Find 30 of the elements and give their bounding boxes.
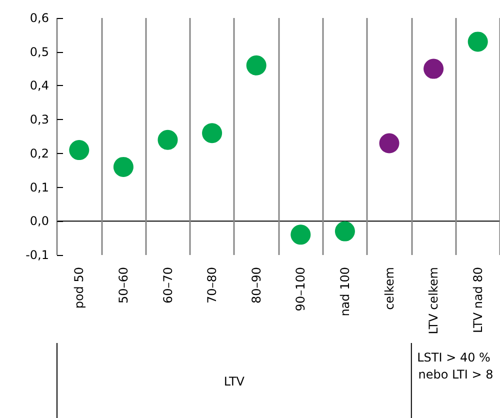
y-tick-label: 0,5 bbox=[30, 44, 49, 59]
y-tick-label: 0,1 bbox=[30, 180, 49, 194]
point bbox=[158, 130, 178, 150]
point bbox=[246, 55, 266, 76]
x-tick-label: 60–70 bbox=[160, 267, 175, 304]
point bbox=[69, 140, 90, 160]
point bbox=[202, 123, 222, 144]
x-tick-label: nad 100 bbox=[338, 267, 352, 316]
x-tick-label: celkem bbox=[382, 267, 396, 310]
text: LTV bbox=[224, 374, 246, 388]
point bbox=[113, 156, 134, 177]
x-tick-label: LTV celkem bbox=[426, 267, 441, 334]
x-tick-label: 90–100 bbox=[294, 267, 308, 312]
x-tick-label: 80–90 bbox=[249, 267, 264, 304]
y-tick-label: 0,4 bbox=[30, 78, 49, 93]
y-tick-label: 0,6 bbox=[30, 11, 49, 25]
point bbox=[334, 221, 355, 242]
y-tick-label: 0,3 bbox=[30, 112, 49, 127]
x-tick-label: 70–80 bbox=[205, 267, 220, 304]
point bbox=[468, 32, 488, 52]
x-tick-label: pod 50 bbox=[72, 267, 86, 309]
point bbox=[379, 133, 400, 154]
y-tick-label: -0,1 bbox=[26, 248, 49, 262]
text: LSTI > 40 % nebo LTI > 8 bbox=[417, 350, 494, 382]
y-tick-label: 0,2 bbox=[30, 146, 49, 160]
x-tick-label: LTV nad 80 bbox=[470, 267, 485, 334]
y-tick-label: 0,0 bbox=[30, 214, 49, 228]
x-tick-label: 50–60 bbox=[116, 267, 130, 304]
point bbox=[290, 224, 311, 245]
point bbox=[424, 58, 444, 79]
